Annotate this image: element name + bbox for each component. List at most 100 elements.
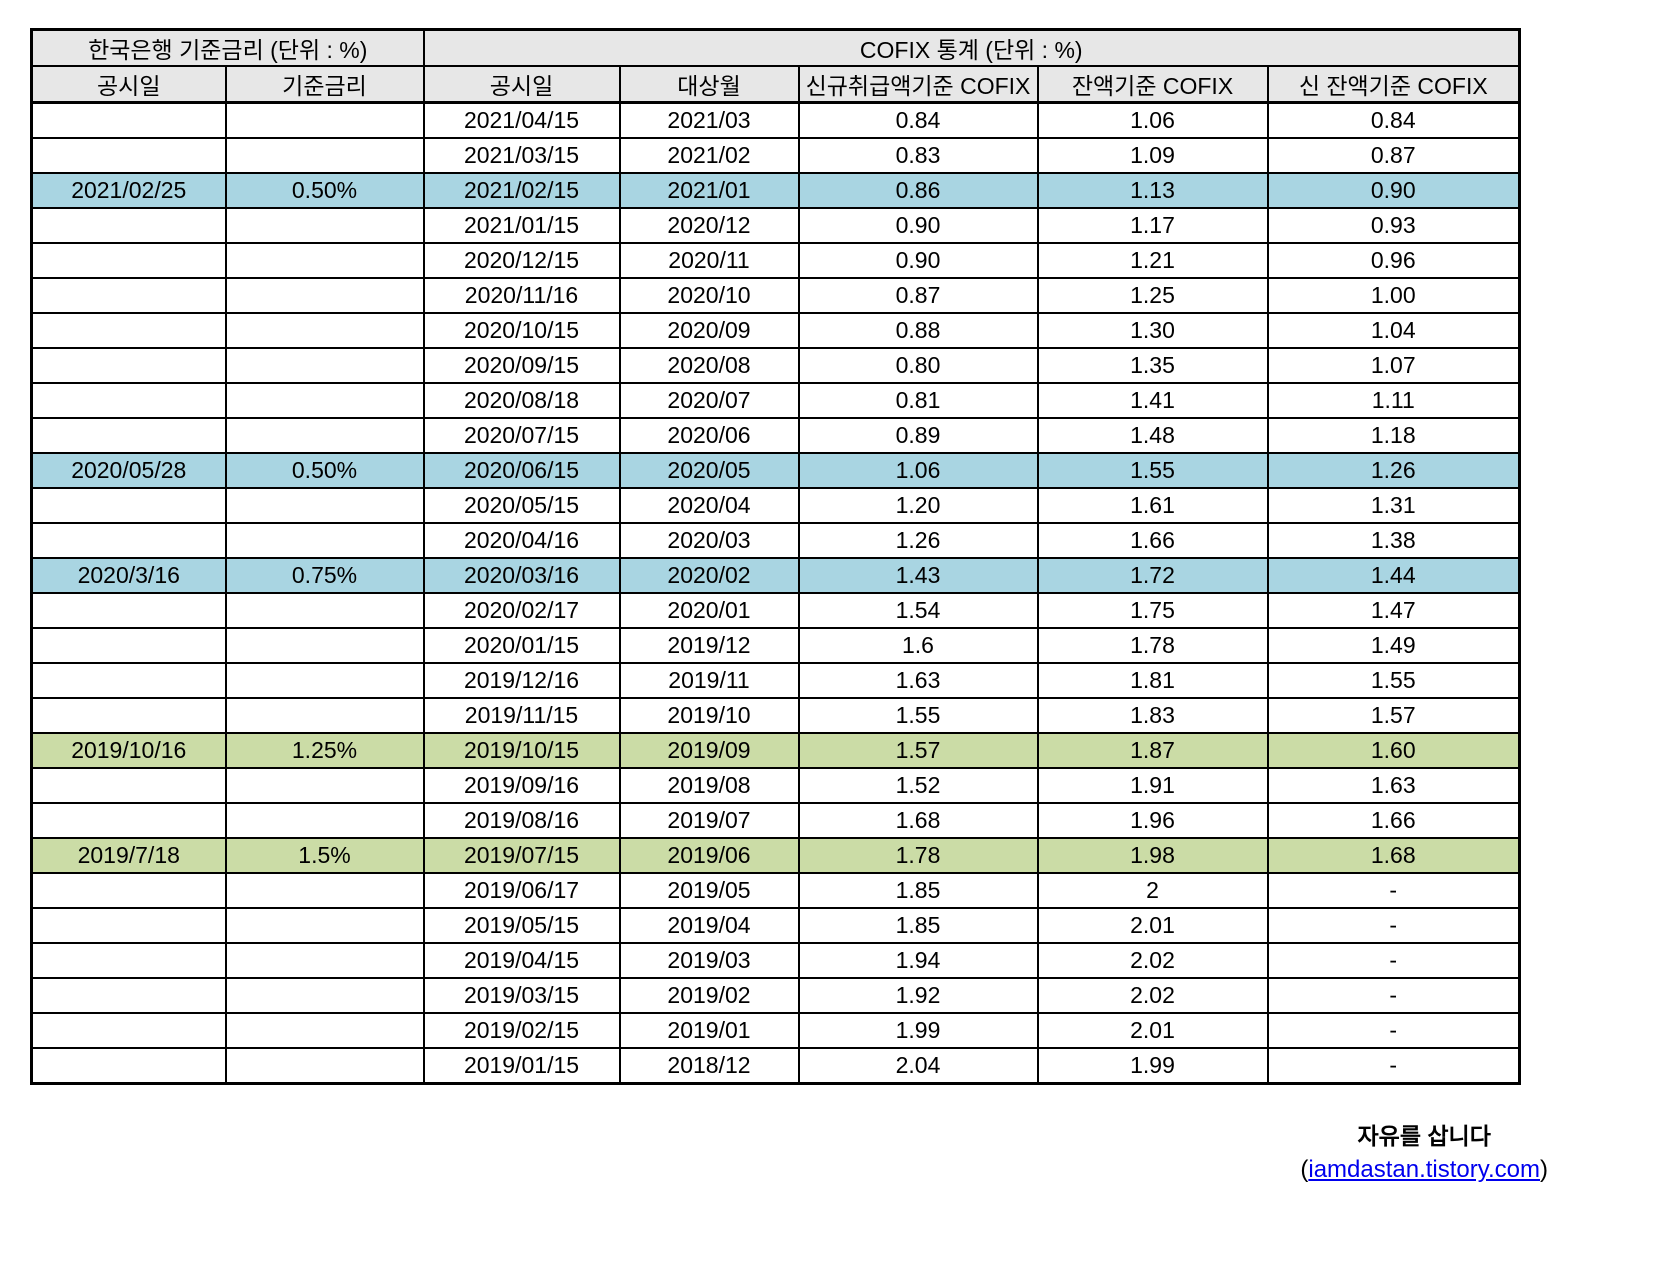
- cofix-date-cell: 2019/06/17: [422, 872, 621, 909]
- bok-rate-cell: [224, 382, 425, 419]
- table-row: 2019/02/15 2019/01 1.99 2.01-: [30, 1012, 1521, 1049]
- cofix-date-cell: 2019/12/16: [422, 662, 621, 699]
- new-cofix-cell: 2.04: [797, 1047, 1039, 1085]
- bok-date-cell: [30, 1012, 227, 1049]
- new-balance-cofix-cell: 1.44: [1266, 557, 1521, 594]
- bok-rate-cell: [224, 1047, 425, 1085]
- new-cofix-cell: 0.87: [797, 277, 1039, 314]
- balance-cofix-cell: 1.75: [1036, 592, 1269, 629]
- new-cofix-cell: 1.68: [797, 802, 1039, 839]
- new-balance-cofix-cell: -: [1266, 1012, 1521, 1049]
- table-header-row: 공시일 기준금리 공시일 대상월 신규취급액기준 COFIX 잔액기준 COFI…: [30, 65, 1521, 104]
- cofix-month-cell: 2021/03: [618, 101, 800, 139]
- bok-date-cell: [30, 207, 227, 244]
- cofix-month-cell: 2019/02: [618, 977, 800, 1014]
- bok-rate-cell: [224, 207, 425, 244]
- new-cofix-cell: 1.52: [797, 767, 1039, 804]
- footer-tagline: 자유를 삽니다: [1357, 1123, 1491, 1149]
- table-row: 2021/03/15 2021/02 0.83 1.09 0.87: [30, 137, 1521, 174]
- cofix-date-cell: 2019/05/15: [422, 907, 621, 944]
- bok-date-cell: [30, 487, 227, 524]
- bok-date-cell: [30, 1047, 227, 1085]
- link-close-paren: ): [1540, 1156, 1548, 1184]
- new-balance-cofix-cell: -: [1266, 872, 1521, 909]
- cofix-date-cell: 2020/10/15: [422, 312, 621, 349]
- balance-cofix-cell: 1.78: [1036, 627, 1269, 664]
- balance-cofix-cell: 1.48: [1036, 417, 1269, 454]
- cofix-date-cell: 2019/07/15: [422, 837, 621, 874]
- bok-date-cell: [30, 697, 227, 734]
- blog-link[interactable]: iamdastan.tistory.com: [1308, 1156, 1540, 1184]
- new-cofix-cell: 1.06: [797, 452, 1039, 489]
- bok-date-cell: [30, 312, 227, 349]
- cofix-date-cell: 2020/05/15: [422, 487, 621, 524]
- balance-cofix-cell: 2.02: [1036, 977, 1269, 1014]
- bok-rate-cell: [224, 522, 425, 559]
- cofix-date-cell: 2020/04/16: [422, 522, 621, 559]
- balance-cofix-cell: 1.83: [1036, 697, 1269, 734]
- table-row: 2019/04/15 2019/03 1.94 2.02-: [30, 942, 1521, 979]
- bok-date-cell: 2020/05/28: [30, 452, 227, 489]
- balance-cofix-cell: 1.98: [1036, 837, 1269, 874]
- cofix-date-cell: 2019/04/15: [422, 942, 621, 979]
- balance-cofix-cell: 1.06: [1036, 101, 1269, 139]
- new-balance-cofix-cell: 0.93: [1266, 207, 1521, 244]
- table-row: 2019/05/15 2019/04 1.85 2.01-: [30, 907, 1521, 944]
- bok-date-cell: [30, 592, 227, 629]
- bok-rate-cell: [224, 101, 425, 139]
- new-cofix-cell: 1.85: [797, 907, 1039, 944]
- bok-date-cell: [30, 662, 227, 699]
- cofix-date-cell: 2019/01/15: [422, 1047, 621, 1085]
- bok-rate-cell: [224, 417, 425, 454]
- new-cofix-cell: 0.86: [797, 172, 1039, 209]
- cofix-date-cell: 2020/01/15: [422, 627, 621, 664]
- bok-rate-cell: 0.75%: [224, 557, 425, 594]
- new-balance-cofix-cell: 1.18: [1266, 417, 1521, 454]
- balance-cofix-cell: 1.87: [1036, 732, 1269, 769]
- bok-date-cell: [30, 977, 227, 1014]
- balance-cofix-cell: 1.96: [1036, 802, 1269, 839]
- balance-cofix-cell: 1.99: [1036, 1047, 1269, 1085]
- new-cofix-cell: 1.54: [797, 592, 1039, 629]
- balance-cofix-cell: 1.91: [1036, 767, 1269, 804]
- bok-date-cell: 2019/10/16: [30, 732, 227, 769]
- balance-cofix-cell: 1.41: [1036, 382, 1269, 419]
- table-row: 2020/05/15 2020/04 1.20 1.61 1.31: [30, 487, 1521, 524]
- bok-date-cell: [30, 382, 227, 419]
- new-balance-cofix-cell: 1.00: [1266, 277, 1521, 314]
- cofix-section-title: COFIX 통계 (단위 : %): [422, 28, 1521, 67]
- cofix-month-cell: 2019/06: [618, 837, 800, 874]
- bok-rate-cell: 0.50%: [224, 452, 425, 489]
- new-balance-cofix-cell: 1.49: [1266, 627, 1521, 664]
- table-row: 2019/06/17 2019/05 1.85 2-: [30, 872, 1521, 909]
- cofix-month-cell: 2019/11: [618, 662, 800, 699]
- cofix-date-cell: 2020/08/18: [422, 382, 621, 419]
- table-row: 2021/04/15 2021/03 0.84 1.06 0.84: [30, 101, 1521, 139]
- new-cofix-cell: 0.90: [797, 207, 1039, 244]
- new-balance-cofix-cell: 0.90: [1266, 172, 1521, 209]
- table-row: 2019/10/16 1.25% 2019/10/15 2019/09 1.57 1.87…: [30, 732, 1521, 769]
- cofix-date-header: 공시일: [422, 65, 621, 104]
- bok-rate-cell: [224, 312, 425, 349]
- balance-cofix-cell: 1.61: [1036, 487, 1269, 524]
- new-balance-cofix-cell: 1.11: [1266, 382, 1521, 419]
- new-cofix-cell: 0.83: [797, 137, 1039, 174]
- new-cofix-cell: 0.90: [797, 242, 1039, 279]
- cofix-date-cell: 2021/01/15: [422, 207, 621, 244]
- new-balance-cofix-cell: 1.60: [1266, 732, 1521, 769]
- balance-cofix-cell: 1.55: [1036, 452, 1269, 489]
- bok-date-cell: [30, 101, 227, 139]
- bok-rate-cell: [224, 767, 425, 804]
- new-cofix-cell: 1.26: [797, 522, 1039, 559]
- cofix-month-cell: 2019/12: [618, 627, 800, 664]
- new-balance-cofix-cell: 1.26: [1266, 452, 1521, 489]
- cofix-month-cell: 2020/08: [618, 347, 800, 384]
- rates-table: 한국은행 기준금리 (단위 : %) COFIX 통계 (단위 : %) 공시일…: [30, 28, 1521, 1085]
- cofix-month-cell: 2019/09: [618, 732, 800, 769]
- bok-date-cell: [30, 802, 227, 839]
- table-row: 2020/04/16 2020/03 1.26 1.66 1.38: [30, 522, 1521, 559]
- table-row: 2019/09/16 2019/08 1.52 1.91 1.63: [30, 767, 1521, 804]
- bok-rate-cell: [224, 277, 425, 314]
- bok-rate-cell: [224, 802, 425, 839]
